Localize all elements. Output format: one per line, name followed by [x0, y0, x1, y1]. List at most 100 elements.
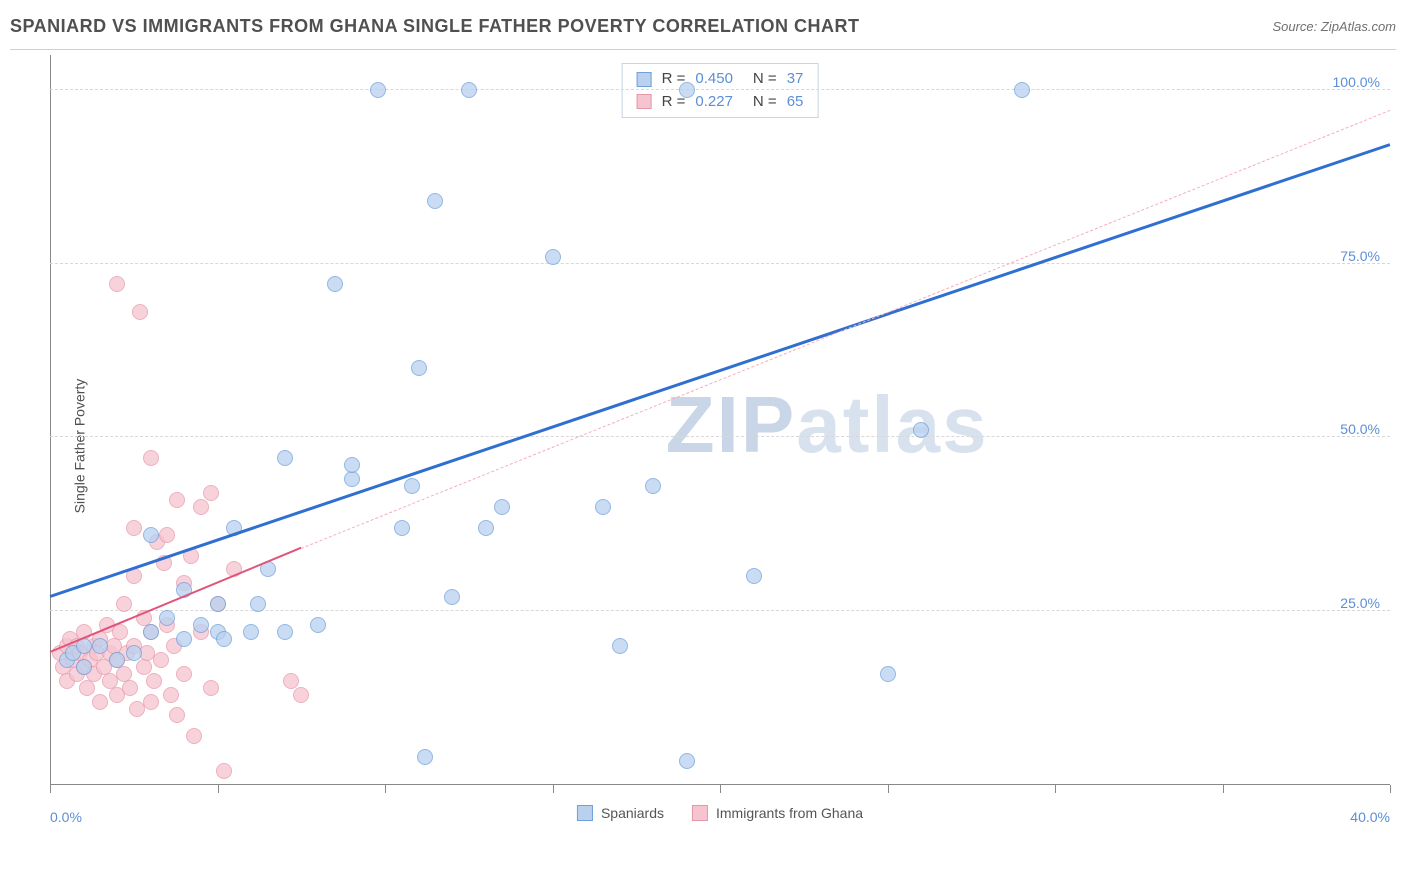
stat-n-label: N = — [753, 68, 777, 91]
scatter-point — [193, 617, 209, 633]
scatter-point — [427, 193, 443, 209]
stat-r-value-spaniards: 0.450 — [695, 68, 733, 91]
scatter-point — [136, 659, 152, 675]
scatter-point — [880, 666, 896, 682]
legend-label-ghana: Immigrants from Ghana — [716, 805, 863, 821]
legend: Spaniards Immigrants from Ghana — [577, 805, 863, 821]
scatter-point — [92, 638, 108, 654]
chart-header: SPANIARD VS IMMIGRANTS FROM GHANA SINGLE… — [10, 10, 1396, 50]
scatter-point — [210, 596, 226, 612]
scatter-point — [132, 304, 148, 320]
scatter-point — [344, 457, 360, 473]
scatter-plot-area: ZIPatlas R = 0.450 N = 37 R = 0.227 N = … — [50, 55, 1390, 825]
xtick — [1223, 785, 1224, 793]
xtick — [720, 785, 721, 793]
scatter-point — [176, 666, 192, 682]
scatter-point — [186, 728, 202, 744]
scatter-point — [116, 596, 132, 612]
xtick — [218, 785, 219, 793]
scatter-point — [478, 520, 494, 536]
gridline-h — [50, 263, 1390, 264]
gridline-h — [50, 610, 1390, 611]
scatter-point — [203, 680, 219, 696]
scatter-point — [92, 694, 108, 710]
legend-swatch-spaniards — [577, 805, 593, 821]
scatter-point — [293, 687, 309, 703]
scatter-point — [277, 450, 293, 466]
y-axis-line — [50, 55, 51, 785]
gridline-h — [50, 436, 1390, 437]
scatter-point — [370, 82, 386, 98]
scatter-point — [404, 478, 420, 494]
stat-n-value-ghana: 65 — [787, 91, 804, 114]
scatter-point — [746, 568, 762, 584]
regression-line — [50, 143, 1391, 597]
scatter-point — [444, 589, 460, 605]
scatter-point — [494, 499, 510, 515]
scatter-point — [216, 631, 232, 647]
scatter-point — [1014, 82, 1030, 98]
scatter-point — [109, 276, 125, 292]
correlation-stats-box: R = 0.450 N = 37 R = 0.227 N = 65 — [622, 63, 819, 118]
scatter-point — [216, 763, 232, 779]
scatter-point — [283, 673, 299, 689]
scatter-point — [169, 707, 185, 723]
xtick — [888, 785, 889, 793]
scatter-point — [126, 520, 142, 536]
scatter-point — [126, 645, 142, 661]
scatter-point — [143, 694, 159, 710]
scatter-point — [277, 624, 293, 640]
ytick-label: 100.0% — [1333, 74, 1380, 90]
regression-line — [301, 110, 1390, 549]
scatter-point — [243, 624, 259, 640]
ytick-label: 50.0% — [1340, 421, 1380, 437]
stat-n-label: N = — [753, 91, 777, 114]
scatter-point — [159, 610, 175, 626]
scatter-point — [76, 659, 92, 675]
scatter-point — [595, 499, 611, 515]
scatter-point — [143, 450, 159, 466]
scatter-point — [122, 680, 138, 696]
scatter-point — [310, 617, 326, 633]
source-attribution: Source: ZipAtlas.com — [1272, 19, 1396, 34]
scatter-point — [679, 82, 695, 98]
scatter-point — [163, 687, 179, 703]
scatter-point — [679, 753, 695, 769]
scatter-point — [612, 638, 628, 654]
scatter-point — [176, 631, 192, 647]
ytick-label: 25.0% — [1340, 595, 1380, 611]
scatter-point — [153, 652, 169, 668]
stat-r-value-ghana: 0.227 — [695, 91, 733, 114]
scatter-point — [143, 624, 159, 640]
stat-n-value-spaniards: 37 — [787, 68, 804, 91]
stat-swatch-spaniards — [637, 72, 652, 87]
scatter-point — [645, 478, 661, 494]
xtick — [1390, 785, 1391, 793]
xtick — [1055, 785, 1056, 793]
legend-label-spaniards: Spaniards — [601, 805, 664, 821]
scatter-point — [112, 624, 128, 640]
scatter-point — [417, 749, 433, 765]
scatter-point — [461, 82, 477, 98]
scatter-point — [344, 471, 360, 487]
chart-title: SPANIARD VS IMMIGRANTS FROM GHANA SINGLE… — [10, 16, 860, 37]
stat-row-ghana: R = 0.227 N = 65 — [637, 91, 804, 114]
stat-row-spaniards: R = 0.450 N = 37 — [637, 68, 804, 91]
legend-item-ghana: Immigrants from Ghana — [692, 805, 863, 821]
xtick-label: 0.0% — [50, 809, 82, 825]
scatter-point — [394, 520, 410, 536]
scatter-point — [545, 249, 561, 265]
scatter-point — [159, 527, 175, 543]
legend-swatch-ghana — [692, 805, 708, 821]
scatter-point — [250, 596, 266, 612]
scatter-point — [193, 499, 209, 515]
scatter-point — [411, 360, 427, 376]
xtick — [385, 785, 386, 793]
gridline-h — [50, 89, 1390, 90]
scatter-point — [913, 422, 929, 438]
legend-item-spaniards: Spaniards — [577, 805, 664, 821]
stat-swatch-ghana — [637, 94, 652, 109]
scatter-point — [327, 276, 343, 292]
scatter-point — [143, 527, 159, 543]
scatter-point — [146, 673, 162, 689]
